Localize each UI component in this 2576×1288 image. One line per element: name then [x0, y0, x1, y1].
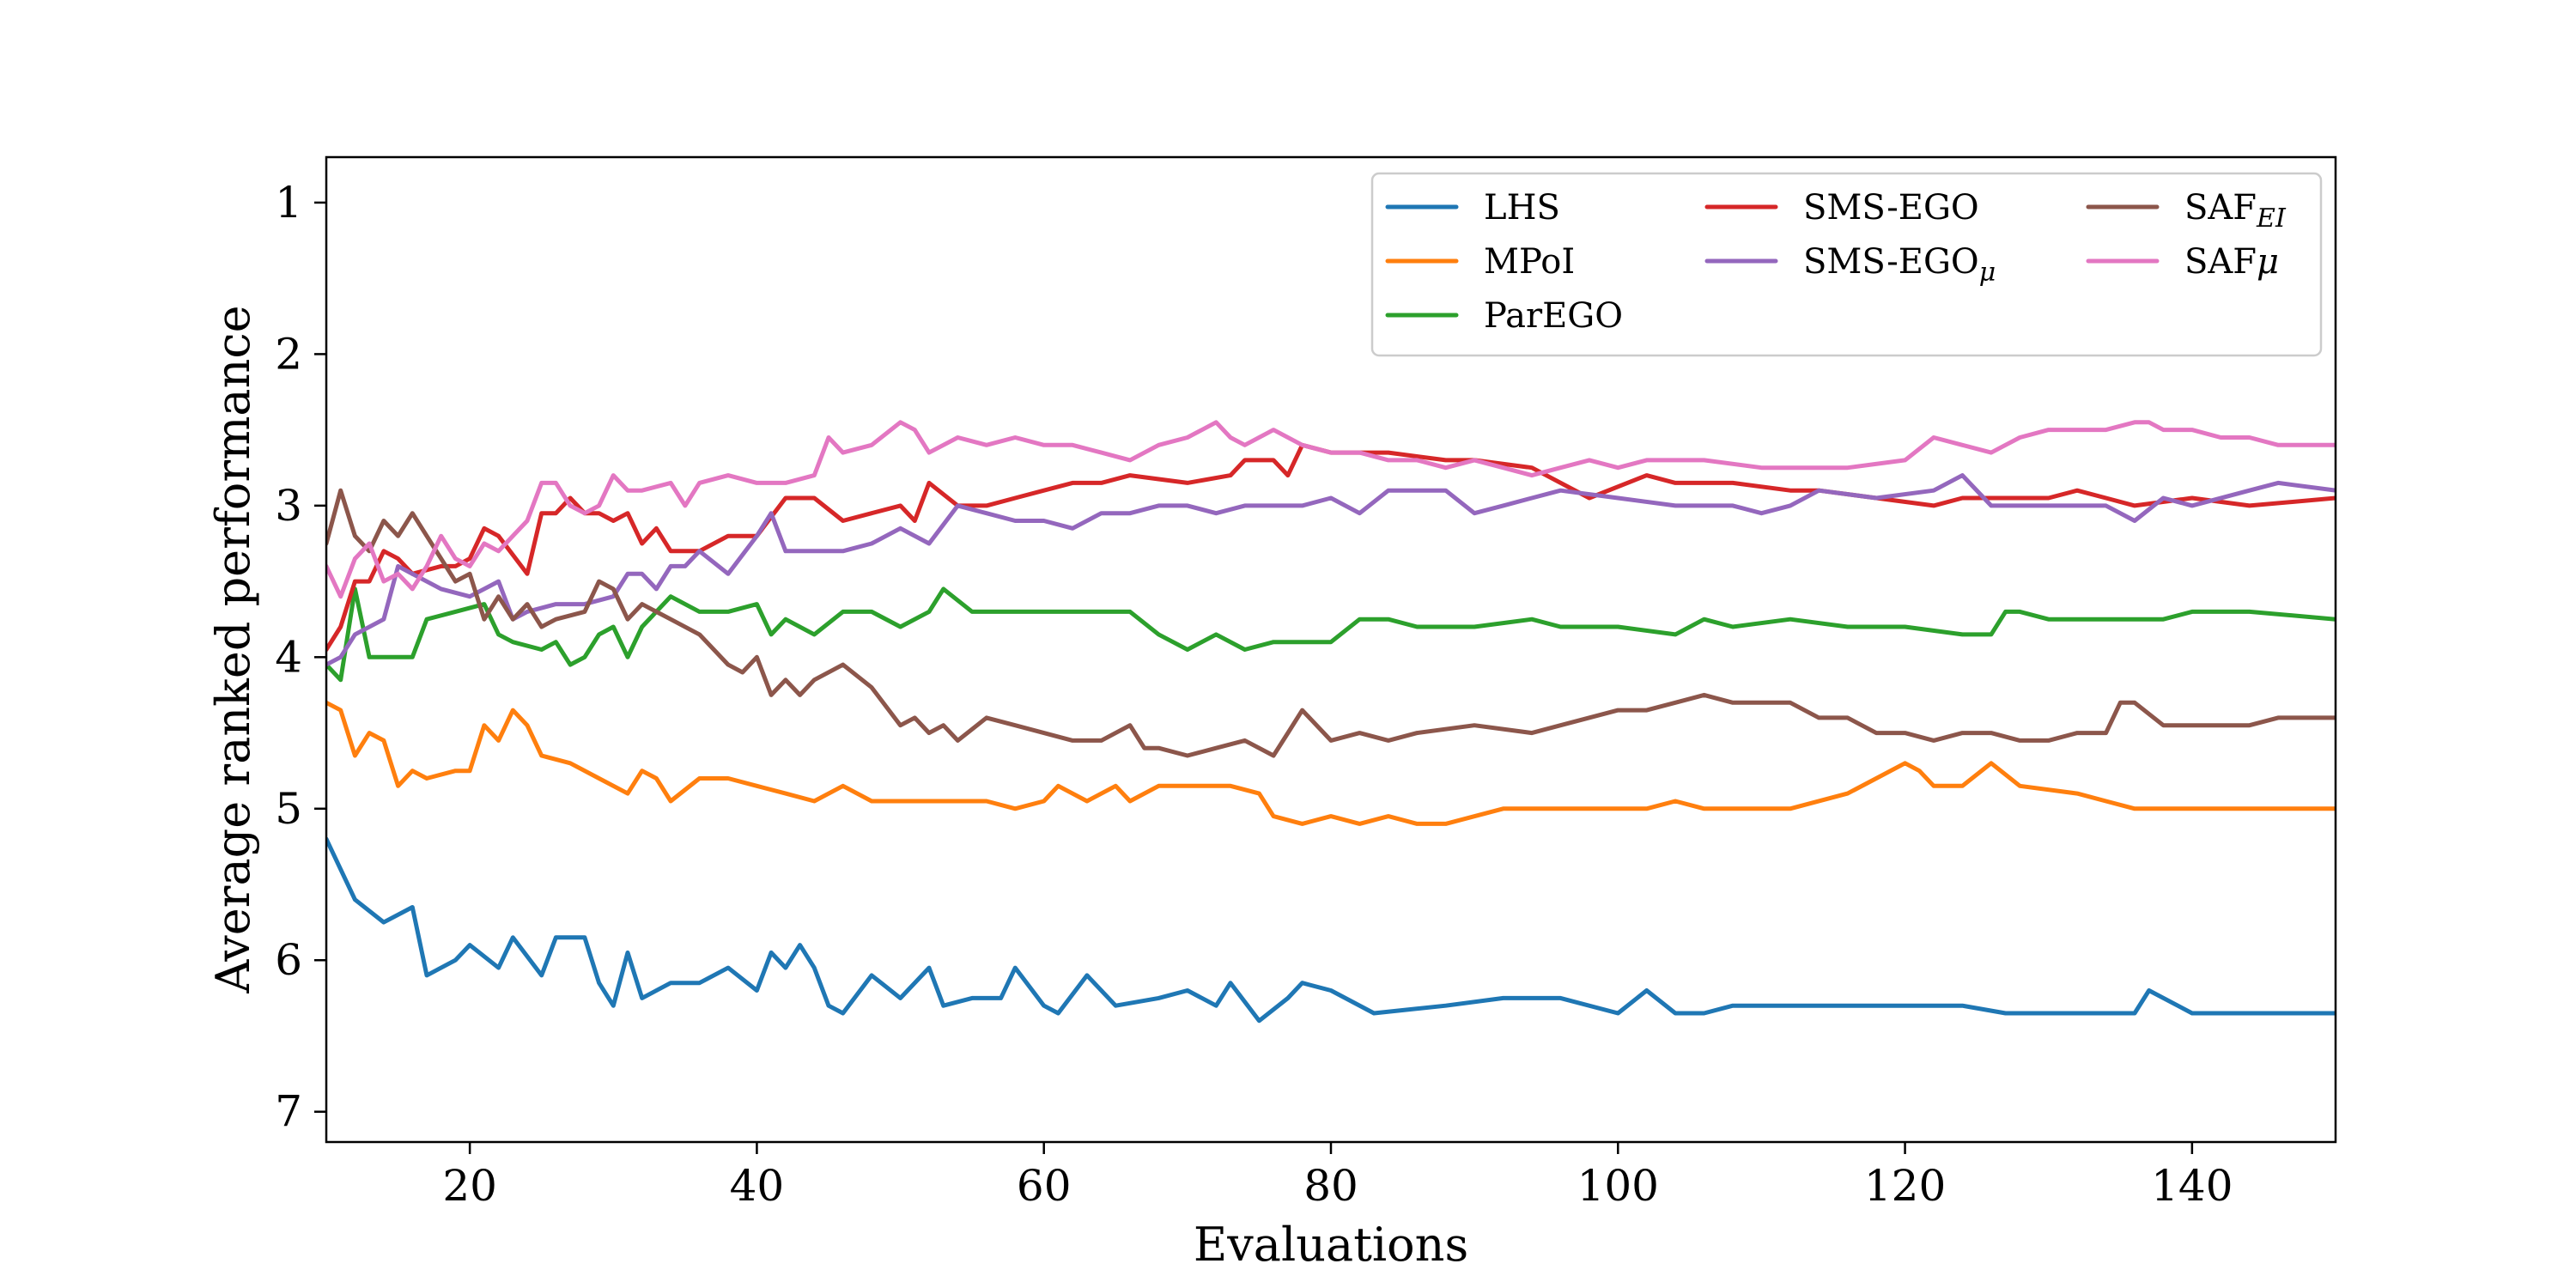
- series-line-saf-ei: [326, 488, 2336, 758]
- x-tick-label: 140: [2151, 1161, 2233, 1211]
- x-tick-label: 60: [1017, 1161, 1072, 1211]
- legend-label: SAFEI: [2184, 188, 2287, 234]
- legend-label: SMS-EGO: [1803, 188, 1979, 228]
- series-line-lhs: [326, 836, 2336, 1024]
- y-tick-label: 7: [275, 1087, 302, 1137]
- series-line-sms-ego-mu: [326, 473, 2336, 667]
- x-axis: 20 40 60 80 100 120 140: [442, 1142, 2233, 1211]
- y-tick-label: 6: [275, 935, 302, 985]
- x-tick-label: 120: [1864, 1161, 1946, 1211]
- legend-label: SAFμ: [2184, 242, 2279, 282]
- legend: LHS MPoI ParEGO SMS-EGO SMS-EGOμ SAFEI SAFμ: [1370, 172, 2323, 357]
- series-line-saf-mu: [326, 420, 2336, 599]
- x-tick-label: 40: [730, 1161, 785, 1211]
- y-tick-label: 2: [275, 329, 302, 379]
- y-axis-title: Average ranked performance: [206, 305, 260, 993]
- legend-label: ParEGO: [1484, 296, 1623, 336]
- series-line-parego: [326, 586, 2336, 683]
- legend-label: MPoI: [1484, 242, 1575, 282]
- y-tick-label: 5: [275, 784, 302, 834]
- series-line-mpoi: [326, 700, 2336, 826]
- series-line-sms-ego: [326, 442, 2336, 652]
- y-tick-label: 3: [275, 481, 302, 531]
- x-axis-title: Evaluations: [1194, 1218, 1468, 1272]
- y-tick-label: 1: [275, 178, 302, 228]
- legend-label: LHS: [1484, 188, 1560, 228]
- y-tick-label: 4: [275, 632, 302, 682]
- x-tick-label: 80: [1303, 1161, 1358, 1211]
- series-group: [326, 420, 2336, 1024]
- legend-label: SMS-EGOμ: [1803, 242, 1996, 288]
- x-tick-label: 100: [1577, 1161, 1659, 1211]
- y-axis: 1 2 3 4 5 6 7: [275, 178, 326, 1137]
- legend-frame: [1370, 172, 2323, 357]
- x-tick-label: 20: [442, 1161, 497, 1211]
